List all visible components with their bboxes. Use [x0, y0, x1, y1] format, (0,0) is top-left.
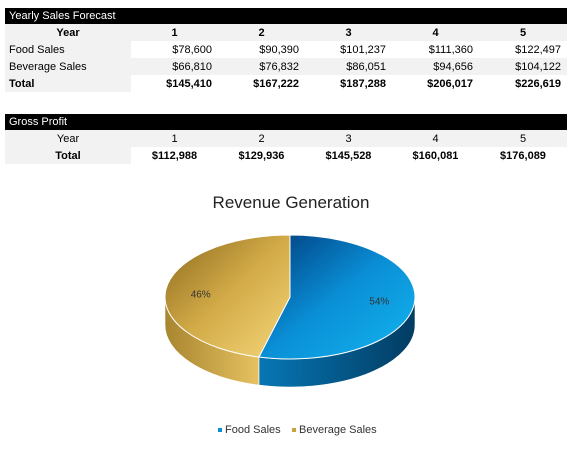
cell-value: $145,410	[166, 77, 212, 90]
cell-value: $76,832	[218, 58, 305, 75]
cell-value: $78,600	[172, 43, 212, 56]
forecast-header-row: Year 1 2 3 4 5	[5, 24, 567, 41]
header-cell: 4	[392, 24, 479, 41]
header-cell: 3	[305, 130, 392, 147]
legend-swatch	[218, 428, 222, 432]
pie-slice-food-sales	[258, 234, 416, 360]
total-row: Total $112,988 $129,936 $145,528 $160,08…	[5, 147, 567, 164]
total-row: Total $145,410 $167,222 $187,288 $206,01…	[5, 75, 567, 92]
row-label: Total	[5, 75, 131, 92]
cell-value: $187,288	[340, 77, 386, 90]
header-cell: Year	[5, 130, 131, 147]
cell-value: $104,122	[479, 58, 567, 75]
pie-group: 54% 46%	[164, 234, 416, 388]
legend-label: Food Sales	[225, 424, 281, 436]
gross-profit-header-row: Year 1 2 3 4 5	[5, 130, 567, 147]
row-label: Food Sales	[5, 41, 131, 58]
cell-value: $160,081	[412, 149, 459, 162]
cell-value: $86,051	[305, 58, 392, 75]
row-label: Beverage Sales	[5, 58, 131, 75]
cell-value: $101,237	[340, 43, 386, 56]
legend-label: Beverage Sales	[299, 424, 377, 436]
sales-forecast-title: Yearly Sales Forecast	[5, 8, 567, 24]
cell-value: $226,619	[515, 77, 561, 90]
cell-value: $94,656	[392, 58, 479, 75]
cell-value: $206,017	[427, 77, 473, 90]
chart-title: Revenue Generation	[213, 193, 370, 212]
header-cell: 4	[392, 130, 479, 147]
chart-legend: Food Sales Beverage Sales	[218, 424, 377, 436]
cell-value: $90,390	[259, 43, 299, 56]
pie-data-label: 54%	[369, 296, 389, 307]
cell-value: $111,360	[428, 43, 473, 56]
header-cell: Year	[5, 24, 131, 41]
pie-data-label: 46%	[191, 290, 211, 301]
header-cell: 2	[218, 24, 305, 41]
cell-value: $66,810	[131, 58, 218, 75]
header-cell: 1	[131, 24, 218, 41]
gross-profit-title: Gross Profit	[5, 114, 567, 130]
header-cell: 5	[479, 24, 567, 41]
revenue-pie-chart: Revenue Generation 54% 46% Food Sales Beve…	[164, 193, 416, 436]
cell-value: $176,089	[500, 149, 546, 162]
pie-slice-beverage-sales	[164, 234, 291, 358]
table-row: Food Sales $78,600 $90,390 $101,237 $111…	[5, 41, 567, 58]
table-row: Beverage Sales $66,810 $76,832 $86,051 $…	[5, 58, 567, 75]
cell-value: $167,222	[253, 77, 299, 90]
legend-swatch	[292, 428, 296, 432]
cell-value: $112,988	[151, 149, 198, 162]
header-cell: 3	[305, 24, 392, 41]
cell-value: $122,497	[515, 43, 561, 56]
gross-profit-table: Gross Profit Year 1 2 3 4 5 Total $112,9…	[5, 114, 567, 164]
header-cell: 5	[479, 130, 567, 147]
sales-forecast-table: Yearly Sales Forecast Year 1 2 3 4 5 Foo…	[5, 8, 567, 92]
row-label: Total	[5, 147, 131, 164]
header-cell: 1	[131, 130, 218, 147]
cell-value: $129,936	[238, 149, 285, 162]
cell-value: $145,528	[325, 149, 372, 162]
header-cell: 2	[218, 130, 305, 147]
